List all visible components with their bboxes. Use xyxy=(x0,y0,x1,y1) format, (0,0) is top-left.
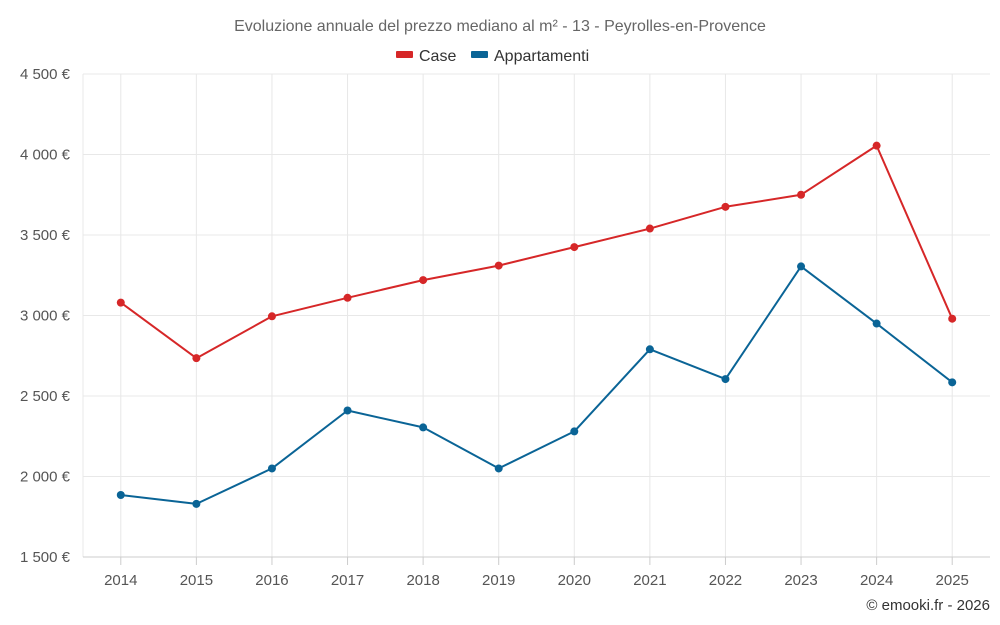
x-tick-label: 2023 xyxy=(784,572,817,589)
x-tick-label: 2016 xyxy=(255,572,288,589)
data-point[interactable] xyxy=(267,464,276,473)
legend-swatch xyxy=(396,51,413,58)
credit-text: © emooki.fr - 2026 xyxy=(866,597,990,614)
data-point[interactable] xyxy=(948,314,957,323)
data-point[interactable] xyxy=(645,345,654,354)
legend: Case Appartamenti xyxy=(396,48,589,65)
series-layer xyxy=(116,141,957,508)
chart-title: Evoluzione annuale del prezzo mediano al… xyxy=(234,18,766,35)
data-point[interactable] xyxy=(948,378,957,387)
data-point[interactable] xyxy=(721,375,730,384)
x-tick-label: 2020 xyxy=(558,572,591,589)
x-axis: 2014 2015 2016 2017 2018 2019 2020 2021 2022 2023… xyxy=(83,556,990,589)
data-point[interactable] xyxy=(570,243,579,252)
data-point[interactable] xyxy=(570,427,579,436)
data-point[interactable] xyxy=(419,276,428,285)
data-point[interactable] xyxy=(797,262,806,271)
data-point[interactable] xyxy=(494,464,503,473)
data-point[interactable] xyxy=(494,261,503,270)
y-tick-label: 3 500 € xyxy=(20,227,71,244)
y-tick-label: 4 000 € xyxy=(20,147,71,164)
data-point[interactable] xyxy=(343,406,352,415)
x-tick-label: 2025 xyxy=(936,572,969,589)
x-tick-label: 2021 xyxy=(633,572,666,589)
x-tick-label: 2018 xyxy=(406,572,439,589)
legend-item-case[interactable]: Case xyxy=(396,48,456,65)
data-point[interactable] xyxy=(267,312,276,321)
data-point[interactable] xyxy=(645,224,654,233)
legend-swatch xyxy=(471,51,488,58)
data-point[interactable] xyxy=(419,423,428,432)
series-case xyxy=(116,141,957,363)
x-tick-label: 2015 xyxy=(180,572,213,589)
series-line-case xyxy=(120,144,954,360)
x-tick-label: 2014 xyxy=(104,572,137,589)
x-tick-label: 2019 xyxy=(482,572,515,589)
y-tick-label: 1 500 € xyxy=(20,549,71,566)
x-tick-label: 2017 xyxy=(331,572,364,589)
data-point[interactable] xyxy=(721,202,730,211)
y-tick-label: 3 000 € xyxy=(20,308,71,325)
legend-item-appartamenti[interactable]: Appartamenti xyxy=(471,48,589,65)
data-point[interactable] xyxy=(116,491,125,500)
series-appartamenti xyxy=(116,262,957,508)
y-tick-label: 4 500 € xyxy=(20,66,71,83)
legend-label: Case xyxy=(419,48,456,65)
data-point[interactable] xyxy=(116,298,125,307)
data-point[interactable] xyxy=(343,293,352,302)
data-point[interactable] xyxy=(192,354,201,363)
gridlines xyxy=(82,73,990,558)
data-point[interactable] xyxy=(797,190,806,199)
x-tick-label: 2024 xyxy=(860,572,893,589)
data-point[interactable] xyxy=(872,319,881,328)
legend-label: Appartamenti xyxy=(494,48,589,65)
y-tick-label: 2 500 € xyxy=(20,388,71,405)
y-tick-label: 2 000 € xyxy=(20,469,71,486)
y-axis: 1 500 € 2 000 € 2 500 € 3 000 € 3 500 € 4 000… xyxy=(20,66,71,566)
series-line-appartamenti xyxy=(120,265,953,505)
x-tick-label: 2022 xyxy=(709,572,742,589)
data-point[interactable] xyxy=(872,141,881,150)
data-point[interactable] xyxy=(192,499,201,508)
